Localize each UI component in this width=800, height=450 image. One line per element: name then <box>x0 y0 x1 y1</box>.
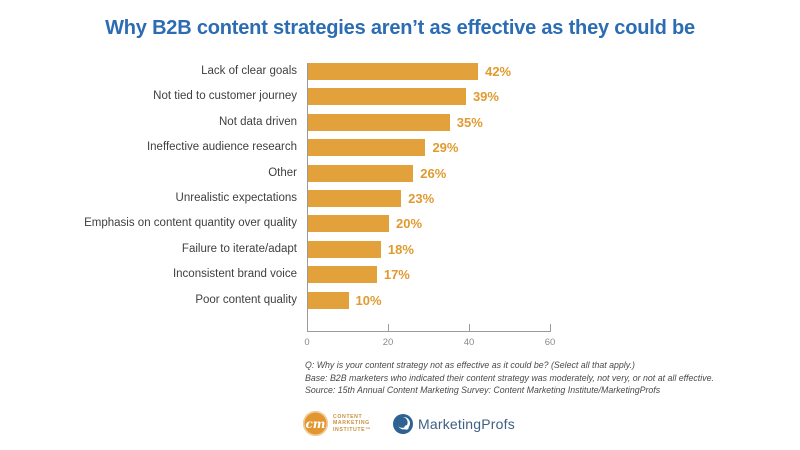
cmi-monogram-icon: cm <box>303 411 328 436</box>
bar <box>308 63 479 80</box>
bar <box>308 291 349 309</box>
category-label: Emphasis on content quantity over qualit… <box>84 217 297 230</box>
bar <box>308 113 450 131</box>
x-tick-label: 0 <box>304 337 310 348</box>
value-label: 39% <box>472 89 499 105</box>
chart-row: Not tied to customer journey 39% <box>0 88 800 113</box>
category-label: Lack of clear goals <box>201 65 297 77</box>
x-tick-mark <box>550 324 551 332</box>
cmi-logo-text: CONTENT MARKETING INSTITUTE™ <box>333 414 371 433</box>
chart-row: Unrealistic expectations 23% <box>0 189 800 215</box>
bar <box>308 266 377 284</box>
value-label: 18% <box>387 241 414 257</box>
value-label: 17% <box>383 267 410 283</box>
bar <box>308 189 402 207</box>
value-label: 23% <box>408 190 435 206</box>
bar <box>308 164 414 182</box>
category-label: Poor content quality <box>195 293 297 306</box>
chart-row: Emphasis on content quantity over qualit… <box>0 215 800 240</box>
bar <box>308 139 426 157</box>
footnote-source: Source: 15th Annual Content Marketing Su… <box>305 385 661 395</box>
cmi-logo-text-line: MARKETING <box>333 420 370 427</box>
marketingprofs-logo-text: MarketingProfs <box>418 415 515 432</box>
chart-row: Failure to iterate/adapt 18% <box>0 240 800 266</box>
footnotes: Q: Why is your content strategy not as e… <box>305 359 714 397</box>
value-label: 42% <box>485 64 512 79</box>
x-tick-label: 40 <box>463 337 475 348</box>
category-label: Inconsistent brand voice <box>172 268 297 281</box>
cmi-logo: cm CONTENT MARKETING INSTITUTE™ <box>303 411 371 436</box>
value-label: 26% <box>420 165 447 181</box>
marketingprofs-logo: MarketingProfs <box>393 413 515 434</box>
bar <box>308 88 466 106</box>
x-axis-line <box>307 331 550 332</box>
value-label: 20% <box>396 216 423 232</box>
x-tick-mark <box>469 324 470 332</box>
chart-row: Poor content quality 10% <box>0 291 800 317</box>
marketingprofs-globe-icon <box>393 413 413 434</box>
x-tick-label: 20 <box>382 337 394 348</box>
category-label: Failure to iterate/adapt <box>181 242 297 255</box>
category-label: Other <box>268 166 297 179</box>
bar <box>308 215 389 233</box>
chart-row: Inconsistent brand voice 17% <box>0 266 800 291</box>
chart-row: Not data driven 35% <box>0 113 800 139</box>
category-label: Unrealistic expectations <box>175 191 297 204</box>
x-tick-mark <box>388 324 389 332</box>
category-label: Ineffective audience research <box>146 141 297 154</box>
chart-title: Why B2B content strategies aren’t as eff… <box>105 17 695 39</box>
footnote-question: Q: Why is your content strategy not as e… <box>305 360 635 370</box>
bar-chart: Lack of clear goals 42% Not tied to custom… <box>0 63 800 358</box>
value-label: 29% <box>432 140 459 156</box>
value-label: 10% <box>355 292 382 308</box>
y-axis-line <box>307 63 308 331</box>
chart-row: Lack of clear goals 42% <box>0 63 800 88</box>
category-label: Not tied to customer journey <box>153 90 297 103</box>
x-tick-label: 60 <box>544 337 556 348</box>
value-label: 35% <box>456 114 483 130</box>
x-tick-mark <box>307 324 308 332</box>
cmi-logo-text-line: INSTITUTE™ <box>333 426 371 433</box>
logos: cm CONTENT MARKETING INSTITUTE™ MarketingP… <box>303 411 515 436</box>
cmi-logo-text-line: CONTENT <box>333 413 363 420</box>
chart-row: Other 26% <box>0 164 800 190</box>
category-label: Not data driven <box>219 115 297 128</box>
bar <box>308 240 381 258</box>
chart-rows: Lack of clear goals 42% Not tied to custom… <box>0 63 800 317</box>
footnote-base: Base: B2B marketers who indicated their … <box>305 372 714 383</box>
chart-row: Ineffective audience research 29% <box>0 139 800 164</box>
